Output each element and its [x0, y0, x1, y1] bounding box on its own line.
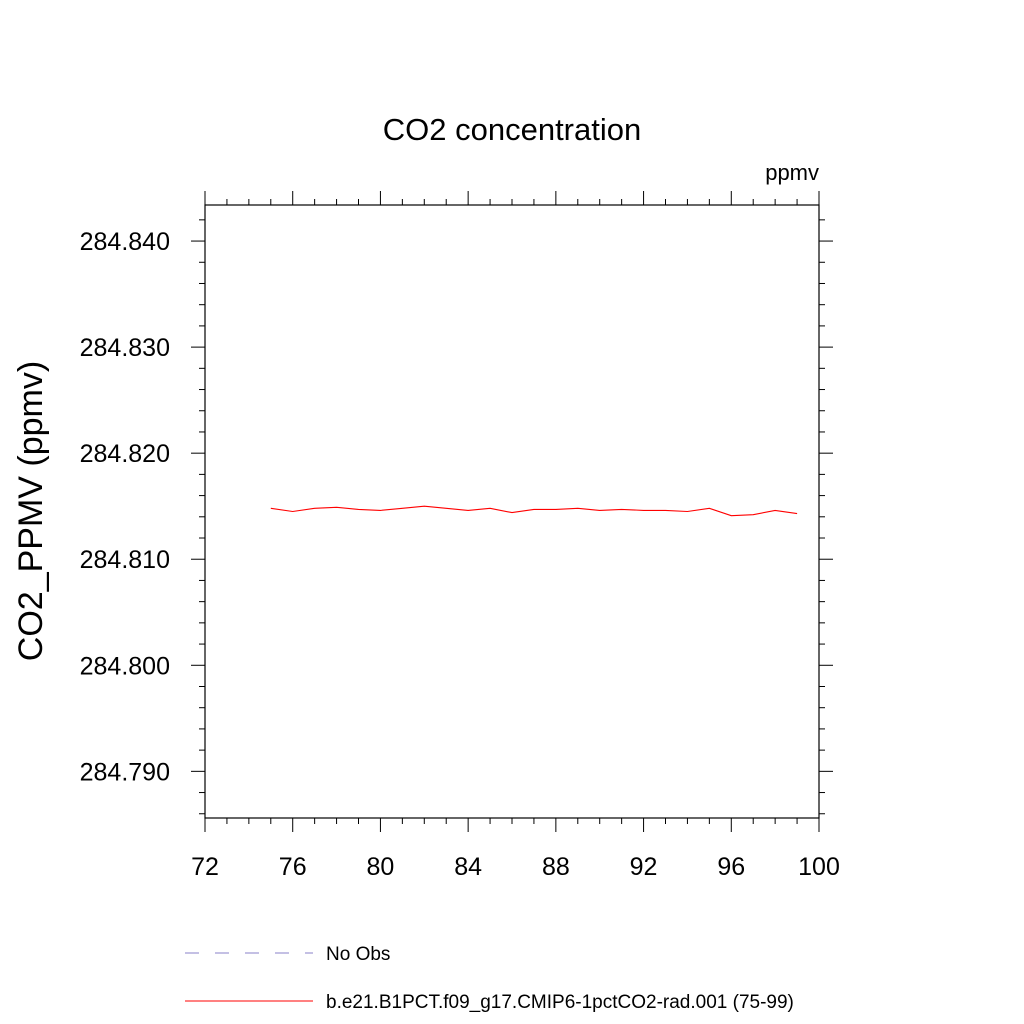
legend: No Obs b.e21.B1PCT.f09_g17.CMIP6-1pctCO2-…: [185, 944, 794, 1013]
x-tick-label: 76: [279, 853, 307, 881]
legend-label: No Obs: [326, 944, 390, 965]
legend-label: b.e21.B1PCT.f09_g17.CMIP6-1pctCO2-rad.00…: [326, 992, 794, 1013]
y-tick-label: 284.820: [80, 440, 170, 468]
x-tick-label: 84: [454, 853, 482, 881]
x-tick-label: 72: [191, 853, 219, 881]
x-tick-label: 80: [367, 853, 395, 881]
x-tick-label: 92: [630, 853, 658, 881]
x-tick-label: 88: [542, 853, 570, 881]
y-tick-label: 284.830: [80, 334, 170, 362]
units-label: ppmv: [765, 160, 819, 185]
y-tick-label: 284.840: [80, 228, 170, 256]
series-line: [270, 505, 798, 517]
plot-frame: [204, 204, 820, 819]
y-tick-labels: 284.790 284.800 284.810 284.820 284.830 284.8…: [80, 228, 170, 786]
series-lines: [270, 505, 798, 517]
y-tick-label: 284.790: [80, 758, 170, 786]
chart-title: CO2 concentration: [383, 112, 641, 147]
y-axis-label: CO2_PPMV (ppmv): [12, 361, 50, 661]
axis-ticks: [191, 191, 833, 832]
y-tick-label: 284.800: [80, 652, 170, 680]
x-tick-label: 96: [717, 853, 745, 881]
x-tick-labels: 72 76 80 84 88 92 96 100: [191, 853, 840, 881]
x-tick-label: 100: [798, 853, 840, 881]
y-tick-label: 284.810: [80, 546, 170, 574]
